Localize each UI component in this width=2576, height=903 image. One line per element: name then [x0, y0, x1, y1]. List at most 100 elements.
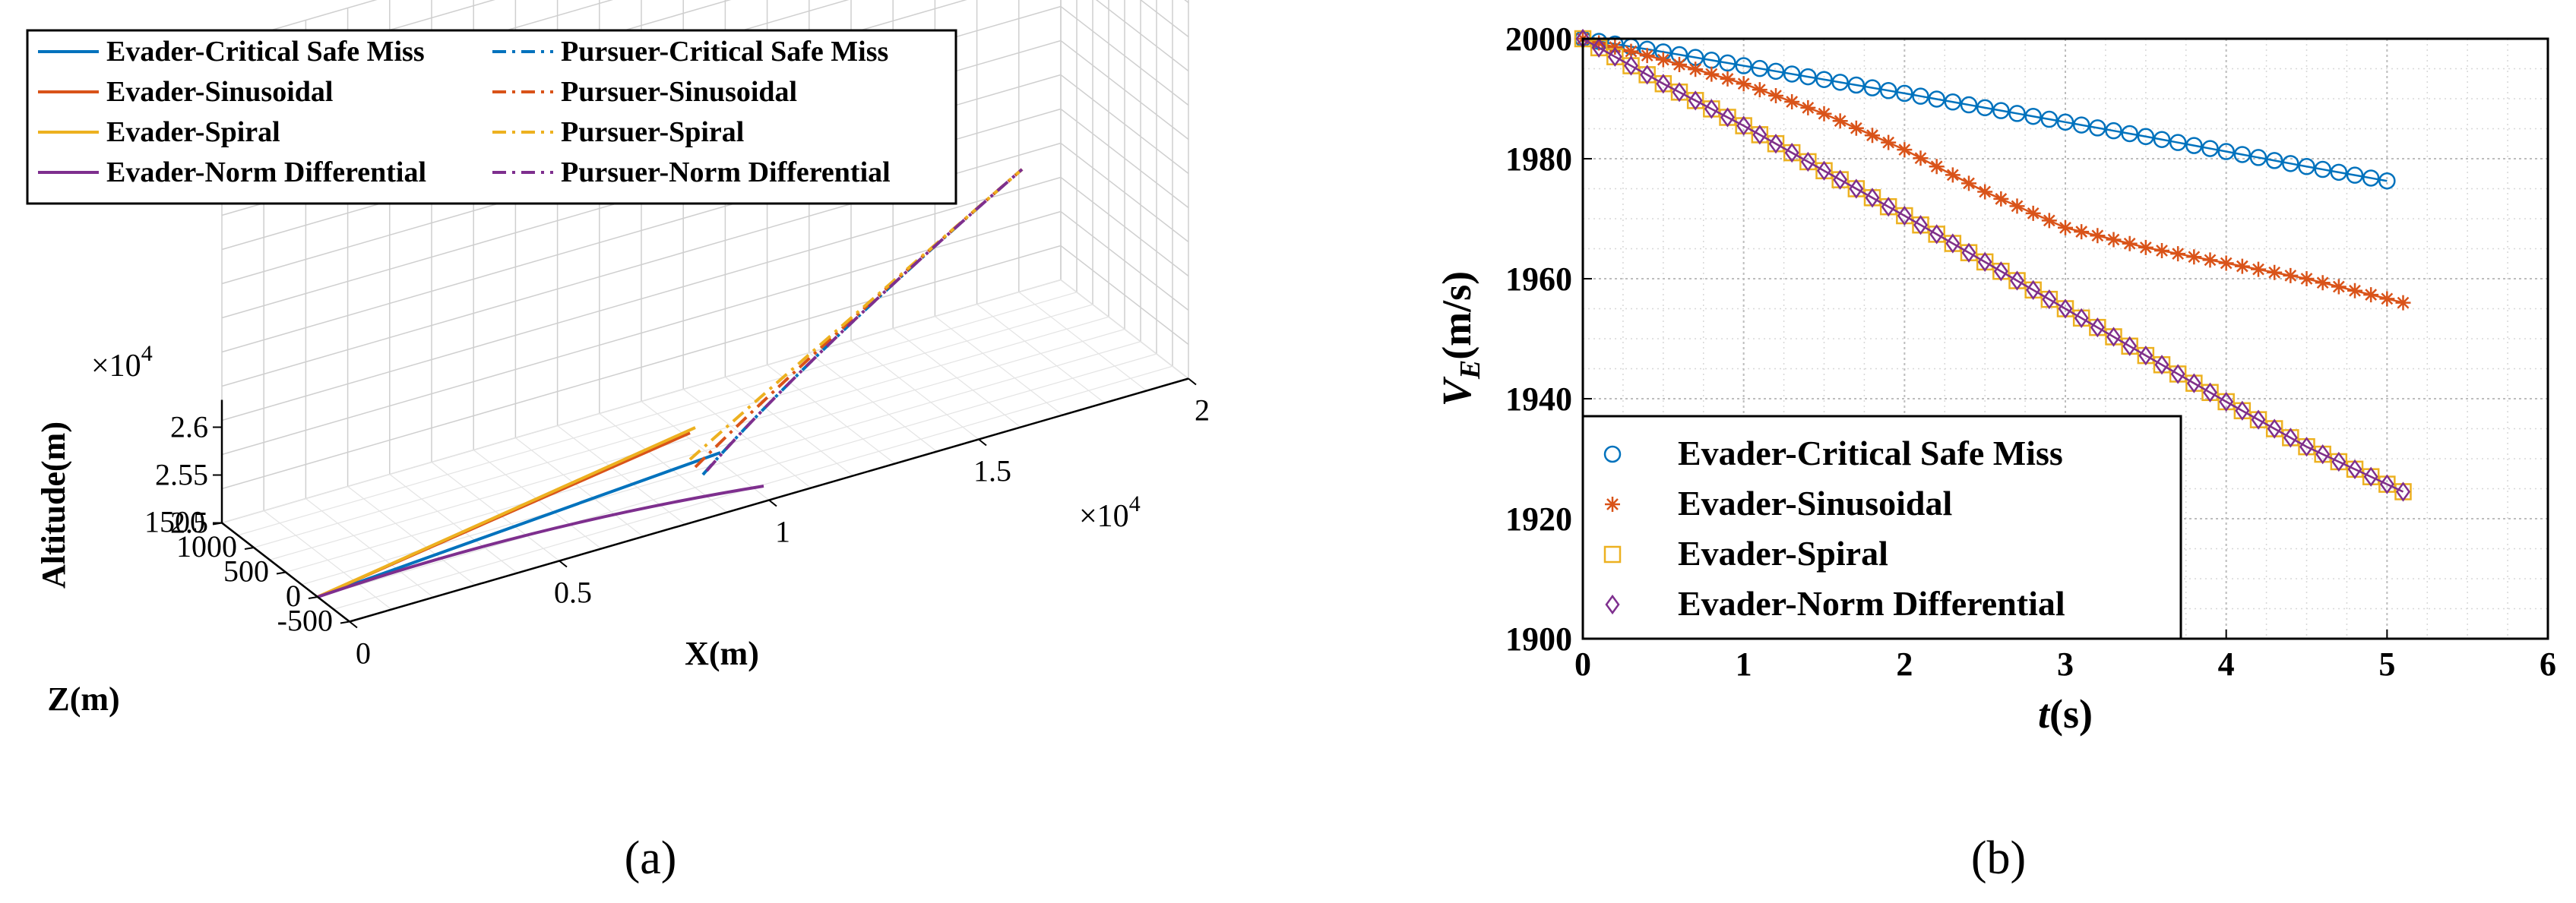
- data-point-marker: [1945, 233, 1960, 254]
- data-point-marker: [2074, 308, 2089, 328]
- side-wall-gridline: [1095, 0, 1189, 72]
- data-point-marker: [2283, 267, 2299, 283]
- z-tick-label: 1000: [176, 529, 237, 564]
- x-exponent-base: ×10: [1079, 499, 1129, 534]
- legend-label-pursuer-sinusoidal: Pursuer-Sinusoidal: [561, 76, 797, 108]
- data-point-marker: [1736, 76, 1752, 92]
- svg-text:×104: ×104: [1079, 491, 1141, 534]
- data-point-marker: [2154, 355, 2169, 375]
- data-point-marker: [2233, 146, 2252, 163]
- legend-label-evader-spiral: Evader-Spiral: [106, 116, 280, 148]
- data-point-marker: [2331, 451, 2347, 472]
- data-point-marker: [1832, 113, 1848, 129]
- data-point-marker: [2153, 131, 2171, 148]
- data-point-marker: [1607, 46, 1622, 67]
- data-point-marker: [2395, 295, 2411, 311]
- data-point-marker: [1720, 107, 1736, 128]
- series-line: [1582, 37, 2388, 182]
- data-point-marker: [1977, 251, 1992, 273]
- data-point-marker: [1913, 215, 1929, 235]
- panel-a-caption: (a): [625, 832, 677, 884]
- data-point-marker: [2186, 249, 2202, 265]
- x-tick: [559, 560, 568, 568]
- data-point-marker: [1945, 167, 1960, 183]
- data-point-marker: [1800, 99, 1816, 115]
- side-wall-gridline: [1060, 39, 1189, 141]
- panel-a-legend-box: [26, 29, 957, 205]
- data-point-marker: [2235, 400, 2250, 421]
- x-tick-label: 0.5: [554, 576, 592, 610]
- side-wall-gridline: [1060, 108, 1189, 209]
- data-point-marker: [1800, 151, 1815, 172]
- data-point-marker: [2347, 459, 2362, 479]
- legend-label-evader-sinusoidal: Evader-Sinusoidal: [1678, 484, 1952, 523]
- floor-gridline: [301, 341, 1141, 586]
- data-point-marker: [1865, 128, 1880, 144]
- panel-a-x-exponent: ×104: [1079, 491, 1141, 534]
- data-point-marker: [1881, 197, 1896, 217]
- legend-label-evader-sinusoidal: Evader-Sinusoidal: [106, 76, 333, 108]
- legend-label-evader-critical-safe-miss: Evader-Critical Safe Miss: [1678, 434, 2063, 472]
- data-point-marker: [2105, 122, 2122, 140]
- data-point-marker: [2202, 252, 2218, 268]
- data-point-marker: [2026, 279, 2041, 300]
- data-point-marker: [2169, 134, 2187, 151]
- data-point-marker: [2283, 428, 2298, 448]
- data-point-marker: [2234, 258, 2250, 274]
- data-point-marker: [1752, 82, 1767, 98]
- data-point-marker: [2202, 382, 2218, 403]
- data-point-marker: [1767, 62, 1785, 81]
- altitude-tick-label: 2.55: [155, 458, 208, 492]
- data-point-marker: [1881, 134, 1897, 150]
- data-point-marker: [2378, 172, 2396, 190]
- data-point-marker: [1639, 48, 1655, 64]
- data-point-marker: [2074, 224, 2090, 240]
- y-tick-label: 1980: [1505, 141, 1572, 178]
- alt-exponent-base: ×10: [91, 349, 141, 384]
- data-point-marker: [2056, 113, 2074, 131]
- legend-label-evader-norm-differential: Evader-Norm Differential: [1678, 584, 2065, 623]
- data-point-marker: [1768, 88, 1783, 104]
- legend-marker-asterisk: [1605, 497, 1620, 512]
- back-wall-gridline: [221, 245, 1062, 490]
- panel-b-line-plot: 0 1 2 3 4 5 6 1900 1920 1940 1960 1980 2000 Evader-C…: [1434, 21, 2556, 884]
- data-point-marker: [1912, 87, 1929, 105]
- data-point-marker: [2090, 228, 2106, 244]
- data-point-marker: [1655, 52, 1671, 68]
- data-point-marker: [2267, 264, 2283, 280]
- x-tick: [978, 438, 987, 447]
- data-point-marker: [2122, 235, 2138, 251]
- data-point-marker: [1623, 55, 1639, 76]
- data-point-marker: [1847, 76, 1866, 94]
- side-wall-gridline: [1060, 5, 1189, 106]
- data-point-marker: [1783, 65, 1801, 83]
- data-point-marker: [2362, 169, 2380, 187]
- y-tick-label: 2000: [1505, 21, 1572, 58]
- z-tick-label: 1500: [144, 505, 205, 539]
- data-point-marker: [1720, 71, 1736, 87]
- legend-label-evader-spiral: Evader-Spiral: [1678, 534, 1888, 573]
- data-point-marker: [2090, 317, 2105, 338]
- floor-gridline: [269, 316, 1109, 560]
- data-point-marker: [1816, 106, 1832, 122]
- side-wall-gridline: [1060, 210, 1189, 311]
- x-tick: [1188, 377, 1197, 386]
- legend-marker-diamond: [1605, 594, 1620, 615]
- legend-label-pursuer-spiral: Pursuer-Spiral: [561, 116, 744, 148]
- legend-marker-square: [1603, 545, 1622, 564]
- data-point-marker: [2041, 213, 2057, 229]
- data-point-marker: [2138, 345, 2154, 366]
- data-point-marker: [1833, 169, 1848, 190]
- x-tick-label: 0: [1574, 646, 1591, 683]
- data-point-marker: [2363, 287, 2379, 303]
- series-evader-sinusoidal: [1575, 31, 2411, 311]
- data-point-marker: [2185, 137, 2203, 154]
- data-point-marker: [1960, 96, 1978, 114]
- data-point-marker: [1929, 159, 1945, 175]
- data-point-marker: [1977, 184, 1993, 200]
- data-point-marker: [1784, 142, 1799, 163]
- x-tick-label: 1: [775, 515, 790, 549]
- data-point-marker: [1849, 178, 1864, 199]
